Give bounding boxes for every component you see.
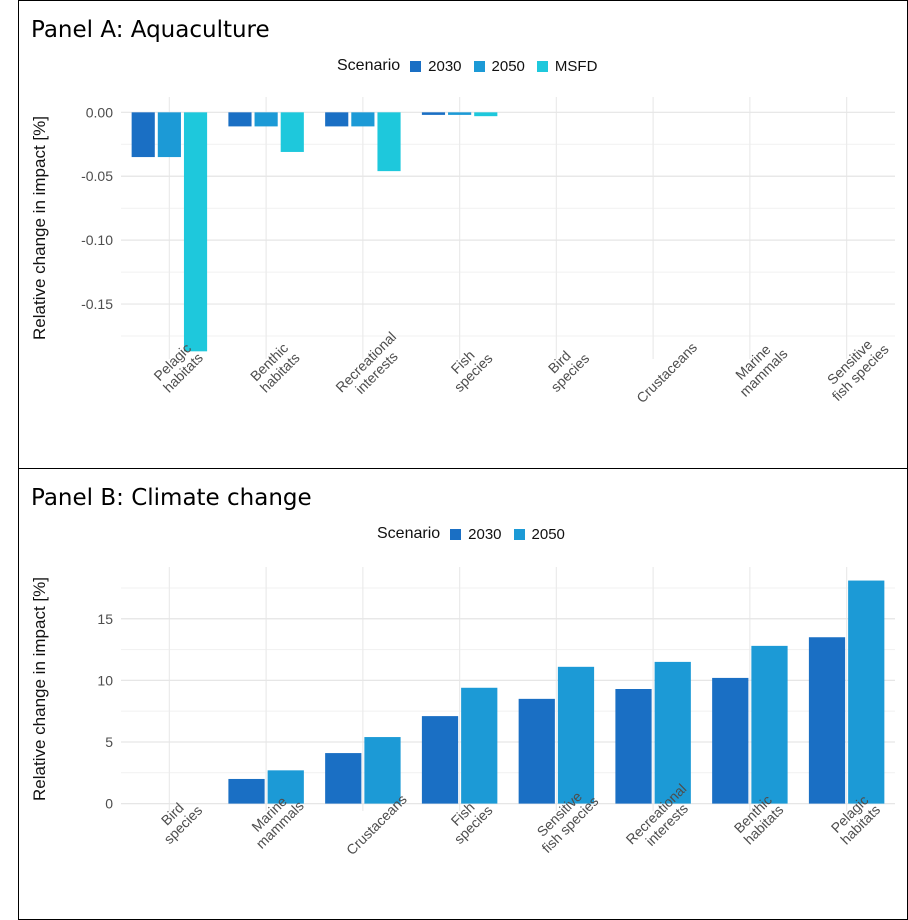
x-tick-label: Marinemammals — [726, 335, 791, 400]
bar-2030 — [808, 637, 846, 804]
x-tick-label: Birdspecies — [150, 791, 205, 846]
legend-label-2050: 2050 — [491, 57, 525, 75]
bar-2050 — [351, 112, 375, 127]
bar-msfd — [183, 112, 208, 352]
y-tick-label: 10 — [97, 672, 113, 688]
y-axis-label: Relative change in impact [%] — [30, 577, 49, 801]
bar-2050 — [848, 580, 885, 804]
bar-msfd — [377, 112, 401, 172]
x-tick-label: Sensitivefish species — [818, 330, 892, 404]
bar-2030 — [712, 677, 749, 804]
bar-msfd — [474, 112, 498, 117]
bar-2050 — [448, 112, 472, 115]
y-axis-label: Relative change in impact [%] — [30, 116, 49, 340]
legend-title: Scenario — [337, 57, 401, 74]
x-tick-label: Birdspecies — [537, 339, 592, 394]
x-tick-label: Recreationalinterests — [332, 328, 410, 406]
bar-2030 — [421, 112, 446, 115]
bar-2030 — [325, 753, 362, 804]
bar-2050 — [461, 687, 498, 804]
panel-a-legend: Scenario 2030 2050 MSFD — [337, 57, 609, 75]
panel-b-title: Panel B: Climate change — [31, 485, 312, 511]
bar-2030 — [228, 778, 265, 804]
panel-a: Panel A: Aquaculture Scenario 2030 2050 … — [18, 0, 908, 470]
bar-2050 — [364, 737, 401, 804]
bar-2050 — [267, 770, 304, 804]
legend-label-2030: 2030 — [468, 525, 502, 543]
bar-2030 — [131, 112, 155, 158]
bar-2030 — [228, 112, 252, 127]
bar-2030 — [421, 716, 459, 804]
legend-label-2030: 2030 — [428, 57, 462, 75]
bar-msfd — [280, 112, 304, 152]
legend-swatch-msfd — [536, 60, 548, 72]
y-tick-label: 5 — [105, 734, 113, 750]
y-tick-label: -0.05 — [81, 168, 113, 184]
legend-swatch-2030 — [450, 528, 462, 540]
bar-2050 — [654, 661, 691, 804]
x-tick-label: Fishspecies — [440, 339, 495, 394]
y-tick-label: -0.10 — [81, 232, 113, 248]
legend-swatch-2050 — [513, 528, 525, 540]
y-tick-label: 15 — [97, 611, 113, 627]
x-tick-label: Benthichabitats — [246, 339, 303, 396]
bar-2030 — [518, 698, 555, 804]
bar-2030 — [325, 112, 349, 127]
legend-swatch-2030 — [410, 60, 422, 72]
bar-2050 — [254, 112, 278, 127]
bar-2050 — [557, 666, 595, 804]
legend-title: Scenario — [377, 525, 441, 542]
y-tick-label: 0 — [105, 796, 113, 812]
legend-swatch-2050 — [473, 60, 485, 72]
legend-label-msfd: MSFD — [554, 57, 598, 75]
y-tick-label: -0.15 — [81, 296, 113, 312]
y-tick-label: 0.00 — [86, 104, 113, 120]
panel-b-legend: Scenario 2030 2050 — [377, 525, 577, 543]
bar-2050 — [157, 112, 181, 158]
x-tick-label: Crustaceans — [633, 339, 700, 406]
bar-2030 — [615, 689, 652, 804]
panel-b: Panel B: Climate change Scenario 2030 20… — [18, 468, 908, 920]
panel-a-title: Panel A: Aquaculture — [31, 17, 270, 43]
bar-2050 — [751, 645, 788, 804]
legend-label-2050: 2050 — [531, 525, 565, 543]
